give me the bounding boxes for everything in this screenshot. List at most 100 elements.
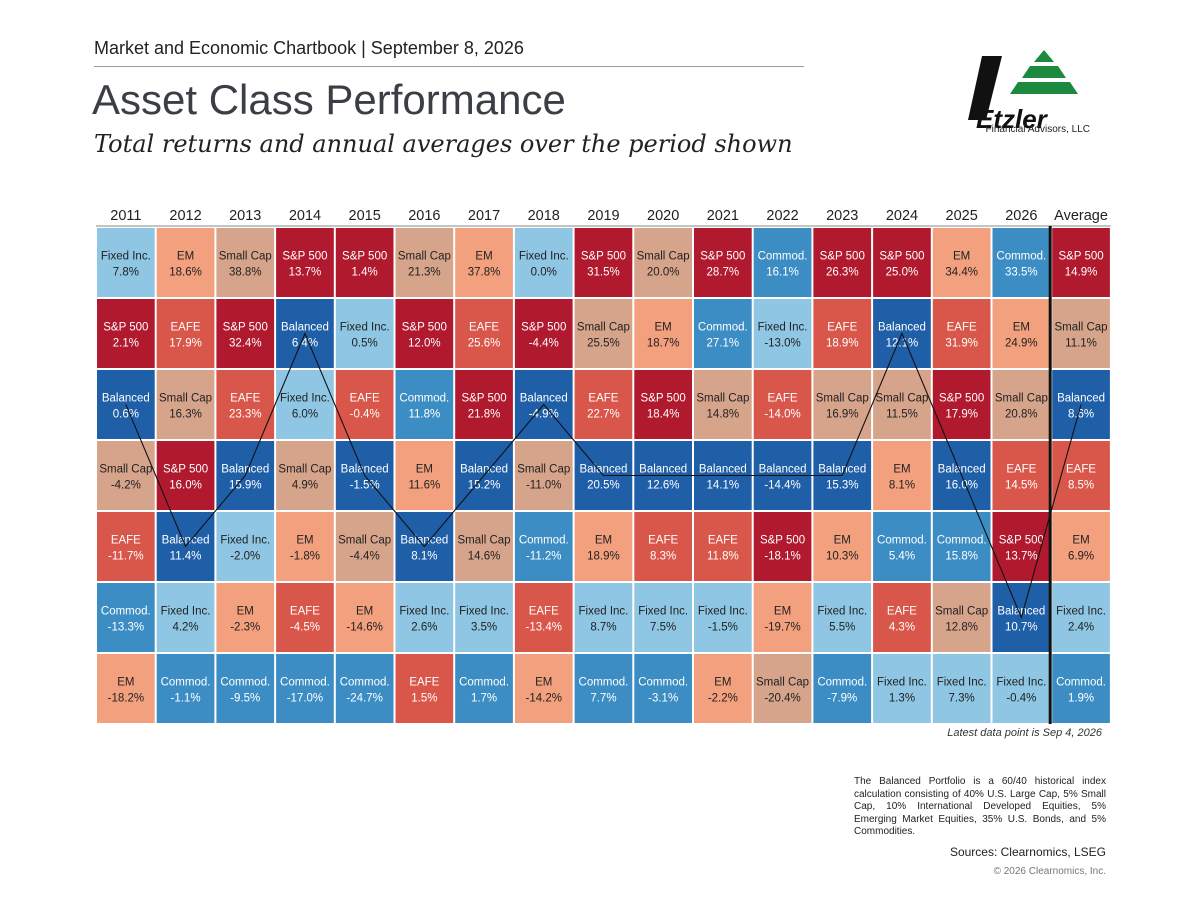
cell-value: 6.4% bbox=[292, 338, 318, 350]
cell-2022-eafe: EAFE -14.0% bbox=[753, 370, 812, 439]
cell-value: 16.0% bbox=[945, 480, 978, 492]
cell-value: -17.0% bbox=[287, 693, 323, 705]
cell-label: Fixed Inc. bbox=[758, 322, 808, 334]
latest-data-note: Latest data point is Sep 4, 2026 bbox=[947, 727, 1102, 739]
cell-value: 18.4% bbox=[647, 409, 680, 421]
etzler-logo: Etzler bbox=[968, 50, 1078, 134]
cell-value: 1.7% bbox=[471, 693, 497, 705]
cell-value: 20.5% bbox=[587, 480, 620, 492]
cell-value: 14.8% bbox=[707, 409, 740, 421]
cell-value: -7.9% bbox=[827, 693, 857, 705]
column-header-2014: 2014 bbox=[289, 208, 321, 224]
cell-2013-small-cap: Small Cap 38.8% bbox=[216, 228, 275, 297]
cell-label: Balanced bbox=[102, 393, 150, 405]
cell-value: 18.6% bbox=[169, 267, 202, 279]
cell-value: 18.7% bbox=[647, 338, 680, 350]
cell-label: Small Cap bbox=[577, 322, 630, 334]
cell-2021-fixed-inc: Fixed Inc. -1.5% bbox=[694, 583, 752, 652]
cell-label: Commod. bbox=[340, 677, 390, 689]
cell-label: S&P 500 bbox=[461, 393, 506, 405]
cell-2021-small-cap: Small Cap 14.8% bbox=[694, 370, 752, 439]
cell-label: Balanced bbox=[699, 464, 747, 476]
cell-value: 14.9% bbox=[1065, 267, 1098, 279]
cell-value: 21.3% bbox=[408, 267, 441, 279]
cell-value: 24.9% bbox=[1005, 338, 1038, 350]
cell-value: 18.9% bbox=[587, 551, 620, 563]
cell-2024-small-cap: Small Cap 11.5% bbox=[873, 370, 931, 439]
column-header-2021: 2021 bbox=[707, 208, 739, 224]
cell-2023-fixed-inc: Fixed Inc. 5.5% bbox=[813, 583, 872, 652]
cell-label: EM bbox=[595, 535, 612, 547]
cell-value: 2.4% bbox=[1068, 622, 1094, 634]
cell-2022-sandp-500: S&P 500 -18.1% bbox=[753, 512, 812, 581]
cell-value: 11.8% bbox=[707, 551, 739, 563]
cell-value: -0.4% bbox=[1006, 693, 1036, 705]
cell-2022-small-cap: Small Cap -20.4% bbox=[753, 654, 812, 723]
cell-2014-commod: Commod. -17.0% bbox=[276, 654, 334, 723]
cell-2026-sandp-500: S&P 500 13.7% bbox=[992, 512, 1051, 581]
cell-value: 6.0% bbox=[292, 409, 318, 421]
cell-label: EM bbox=[774, 606, 791, 618]
cell-2020-sandp-500: S&P 500 18.4% bbox=[634, 370, 692, 439]
cell-2013-em: EM -2.3% bbox=[216, 583, 275, 652]
cell-label: S&P 500 bbox=[820, 251, 865, 263]
cell-label: EM bbox=[714, 677, 731, 689]
cell-label: Small Cap bbox=[875, 393, 928, 405]
cell-label: Commod. bbox=[220, 677, 270, 689]
cell-value: 14.6% bbox=[468, 551, 501, 563]
cell-label: Balanced bbox=[341, 464, 389, 476]
cell-2014-eafe: EAFE -4.5% bbox=[276, 583, 334, 652]
cell-value: 16.9% bbox=[826, 409, 859, 421]
cell-label: Commod. bbox=[459, 677, 509, 689]
cell-label: EM bbox=[475, 251, 492, 263]
cell-value: -9.5% bbox=[230, 693, 260, 705]
cell-2025-eafe: EAFE 31.9% bbox=[932, 299, 991, 368]
cell-label: Commod. bbox=[280, 677, 330, 689]
cell-2015-em: EM -14.6% bbox=[335, 583, 394, 652]
cell-2023-em: EM 10.3% bbox=[813, 512, 872, 581]
cell-label: Commod. bbox=[101, 606, 151, 618]
cell-value: -0.4% bbox=[350, 409, 380, 421]
cell-2011-eafe: EAFE -11.7% bbox=[97, 512, 155, 581]
cell-label: Commod. bbox=[937, 535, 987, 547]
cell-value: 31.5% bbox=[587, 267, 620, 279]
cell-value: -1.5% bbox=[708, 622, 738, 634]
cell-2025-small-cap: Small Cap 12.8% bbox=[932, 583, 991, 652]
cell-value: -24.7% bbox=[346, 693, 382, 705]
cell-label: Fixed Inc. bbox=[340, 322, 390, 334]
cell-label: S&P 500 bbox=[581, 251, 626, 263]
cell-label: Small Cap bbox=[278, 464, 331, 476]
column-header-2020: 2020 bbox=[647, 208, 679, 224]
cell-value: 13.7% bbox=[289, 267, 322, 279]
cell-label: EAFE bbox=[588, 393, 618, 405]
cell-label: S&P 500 bbox=[999, 535, 1044, 547]
cell-2023-sandp-500: S&P 500 26.3% bbox=[813, 228, 872, 297]
cell-value: 7.7% bbox=[590, 693, 616, 705]
cell-value: 5.4% bbox=[889, 551, 915, 563]
cell-label: Fixed Inc. bbox=[996, 677, 1046, 689]
cell-value: 28.7% bbox=[707, 267, 740, 279]
chartbook-header: Market and Economic Chartbook | Septembe… bbox=[94, 38, 524, 58]
column-header-2017: 2017 bbox=[468, 208, 500, 224]
cell-label: Balanced bbox=[400, 535, 448, 547]
cell-value: 1.4% bbox=[352, 267, 378, 279]
cell-value: 8.7% bbox=[590, 622, 616, 634]
cell-value: 0.6% bbox=[113, 409, 139, 421]
cell-label: EAFE bbox=[1066, 464, 1096, 476]
cell-value: 12.6% bbox=[647, 480, 680, 492]
cell-label: EAFE bbox=[947, 322, 977, 334]
cell-label: Fixed Inc. bbox=[220, 535, 270, 547]
cell-label: Fixed Inc. bbox=[1056, 606, 1106, 618]
cell-2014-small-cap: Small Cap 4.9% bbox=[276, 441, 334, 510]
cell-2016-fixed-inc: Fixed Inc. 2.6% bbox=[395, 583, 454, 652]
cell-label: EAFE bbox=[648, 535, 678, 547]
cell-label: S&P 500 bbox=[939, 393, 984, 405]
asset-class-quilt-chart: 2011 2012 2013 2014 2015 2016 2017 2018 2019 2020… bbox=[96, 208, 1111, 724]
cell-2025-fixed-inc: Fixed Inc. 7.3% bbox=[932, 654, 991, 723]
cell-label: Small Cap bbox=[1055, 322, 1108, 334]
cell-value: -1.8% bbox=[290, 551, 320, 563]
cell-value: -4.9% bbox=[529, 409, 559, 421]
cell-label: Fixed Inc. bbox=[101, 251, 151, 263]
cell-value: -4.4% bbox=[529, 338, 559, 350]
cell-label: EAFE bbox=[171, 322, 201, 334]
